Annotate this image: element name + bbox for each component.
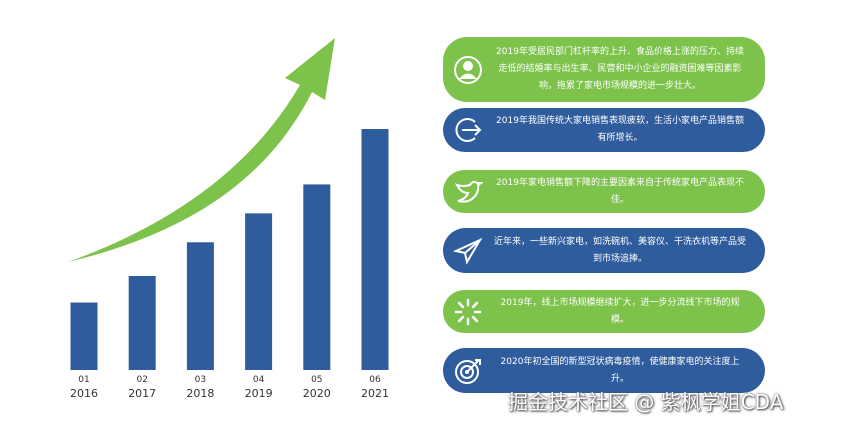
bar-chart: 01 2016 02 2017 03 2018 04 2019 05 2020 06 2021 xyxy=(68,38,389,400)
info-pill: 2019年受居民部门杠杆率的上升、食品价格上涨的压力、持续走低的结婚率与出生率、… xyxy=(443,37,765,102)
bar-index-label: 06 xyxy=(369,375,381,385)
bar-index-label: 02 xyxy=(136,375,147,385)
bar-2020 xyxy=(303,184,331,370)
bar-2017 xyxy=(128,276,156,370)
x-tick-label: 2021 xyxy=(361,387,389,400)
bar-index-label: 03 xyxy=(195,375,206,385)
watermark: 掘金技术社区 @ 紫枫学姐CDA xyxy=(508,390,784,414)
info-text: 2019年受居民部门杠杆率的上升、食品价格上涨的压力、持续走低的结婚率与出生率、… xyxy=(496,47,744,91)
bar-index-label: 01 xyxy=(78,375,89,385)
x-tick-label: 2019 xyxy=(245,387,273,400)
x-tick-label: 2018 xyxy=(186,387,214,400)
info-pill: 近年来，一些新兴家电，如洗碗机、美容仪、干洗衣机等产品受到市场追捧。 xyxy=(443,228,765,273)
trend-arrow xyxy=(68,38,335,262)
bar-index-label: 05 xyxy=(311,375,322,385)
target-icon xyxy=(443,356,493,386)
exit-arrow-icon xyxy=(443,115,493,145)
user-icon xyxy=(443,55,493,85)
info-text: 近年来，一些新兴家电，如洗碗机、美容仪、干洗衣机等产品受到市场追捧。 xyxy=(493,236,746,264)
bird-icon xyxy=(443,177,493,207)
info-text: 2020年初全国的新型冠状病毒疫情，使健康家电的关注度上升。 xyxy=(500,356,740,384)
info-pill: 2019年，线上市场规模继续扩大，进一步分流线下市场的规模。 xyxy=(443,290,765,333)
bar-2019 xyxy=(245,213,273,370)
x-tick-label: 2016 xyxy=(70,387,98,400)
bar-2021 xyxy=(361,129,389,370)
x-tick-label: 2017 xyxy=(128,387,156,400)
bar-2018 xyxy=(186,242,214,370)
bar-index-label: 04 xyxy=(253,375,265,385)
info-pill: 2019年我国传统大家电销售表现疲软，生活小家电产品销售额有所增长。 xyxy=(443,108,765,152)
info-text: 2019年家电销售额下降的主要因素来自于传统家电产品表现不佳。 xyxy=(496,177,744,205)
info-pill: 2019年家电销售额下降的主要因素来自于传统家电产品表现不佳。 xyxy=(443,170,765,213)
info-text: 2019年我国传统大家电销售表现疲软，生活小家电产品销售额有所增长。 xyxy=(496,116,744,143)
loading-icon xyxy=(443,297,493,327)
info-text: 2019年，线上市场规模继续扩大，进一步分流线下市场的规模。 xyxy=(500,297,740,325)
paper-plane-icon xyxy=(443,236,493,266)
x-tick-label: 2020 xyxy=(303,387,331,400)
info-pill: 2020年初全国的新型冠状病毒疫情，使健康家电的关注度上升。 xyxy=(443,348,765,393)
bar-2016 xyxy=(70,302,98,370)
